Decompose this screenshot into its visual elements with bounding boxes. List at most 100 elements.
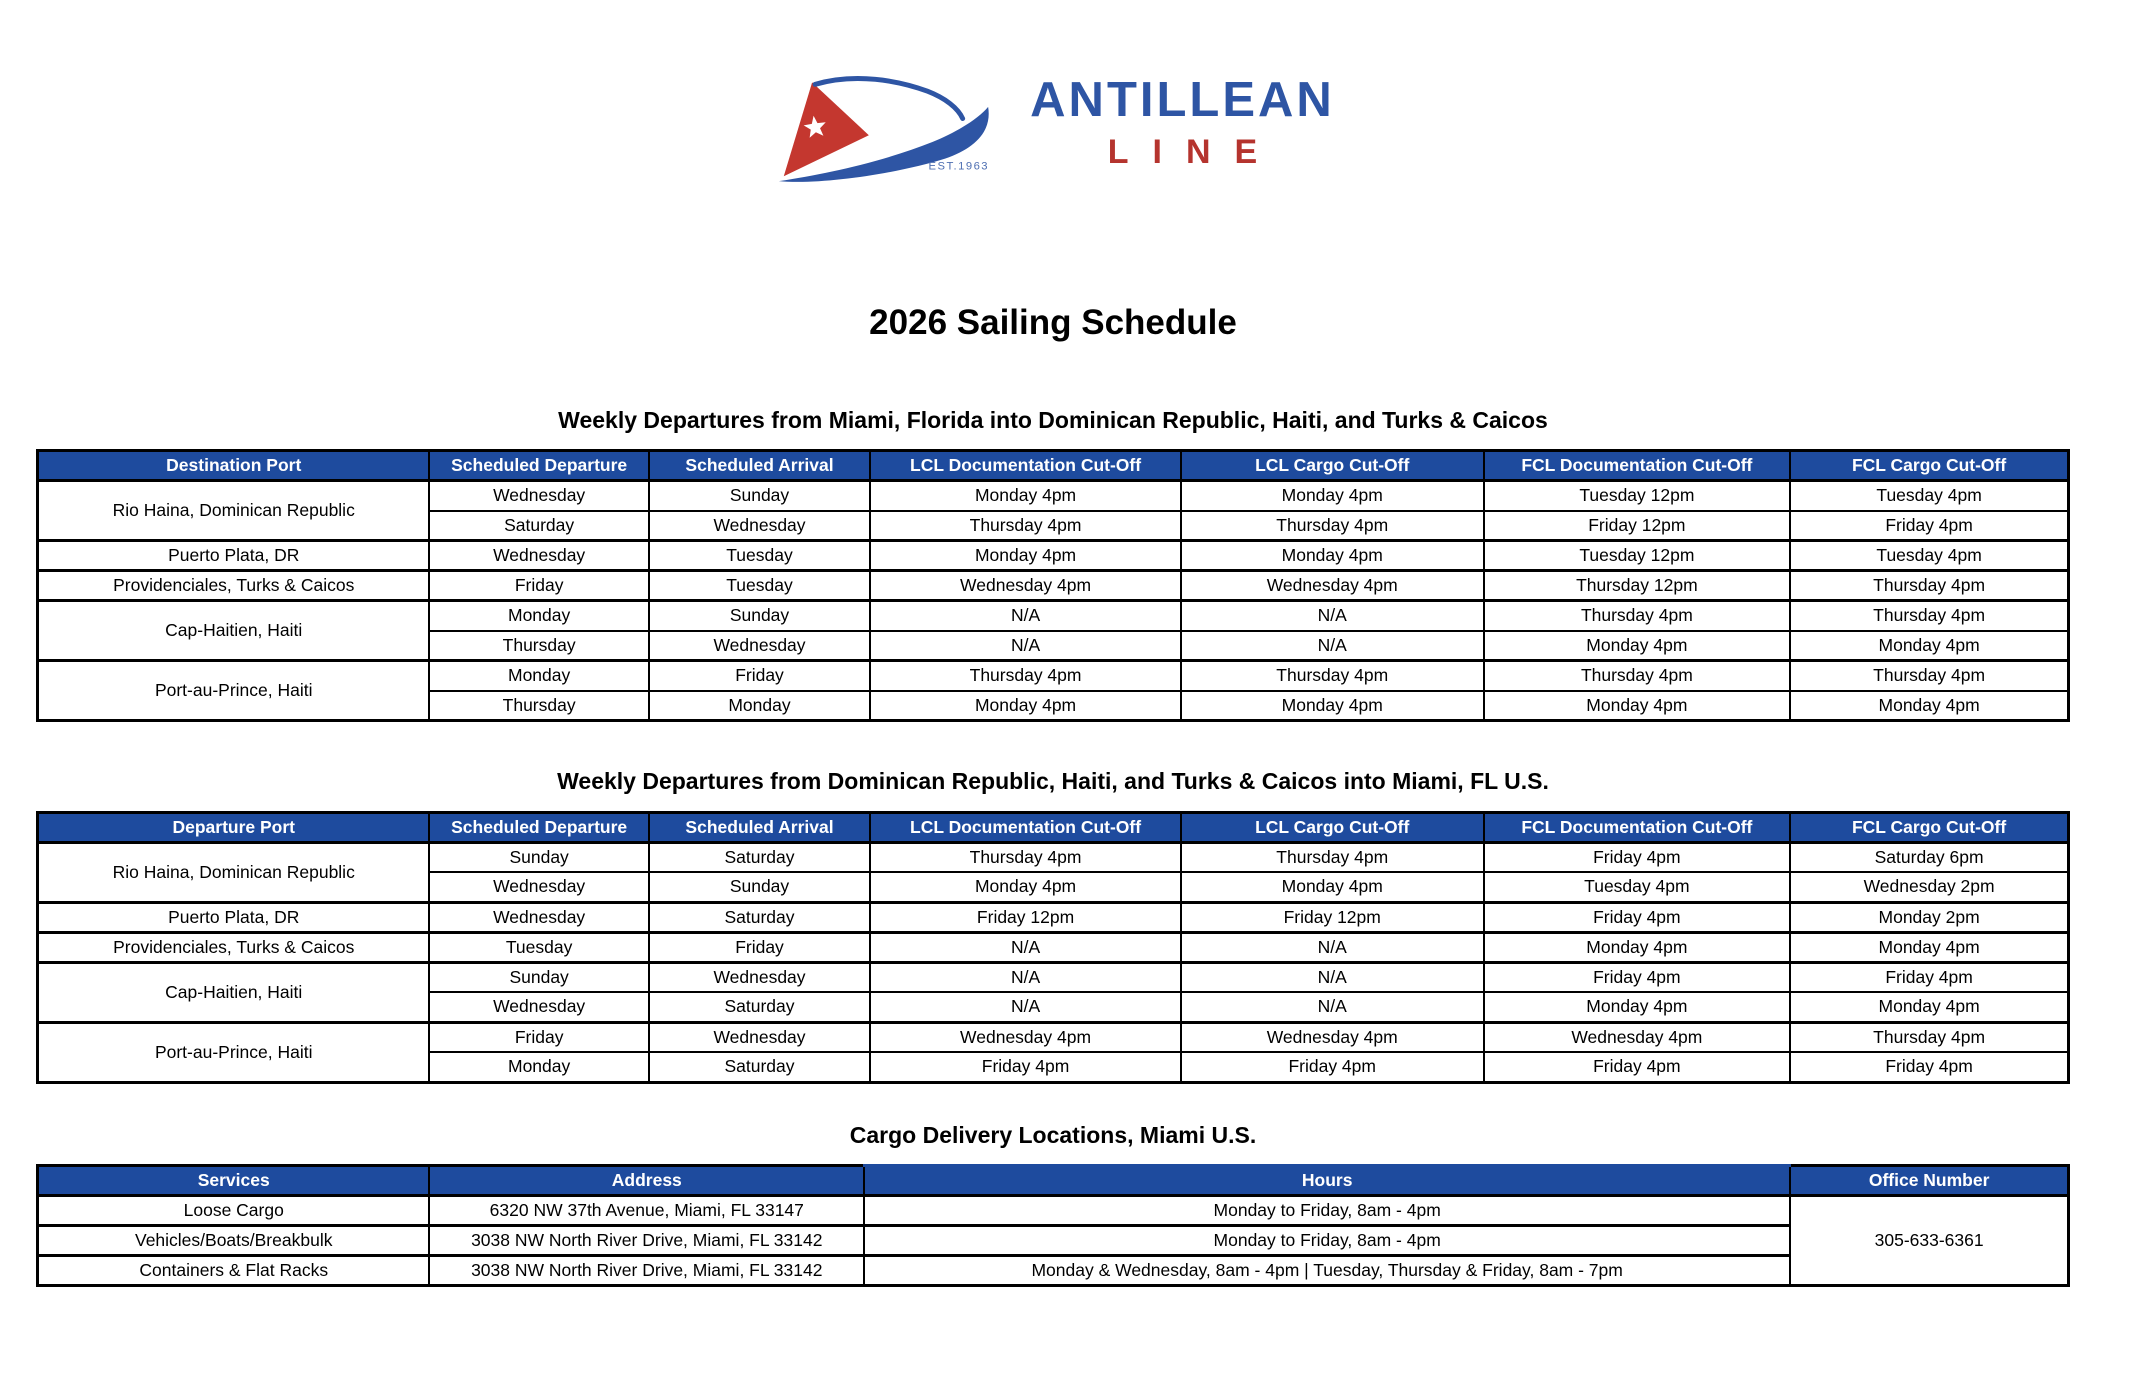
schedule-cell: Monday 4pm [1179,690,1485,722]
cargo-row: Loose Cargo 6320 NW 37th Avenue, Miami, F… [36,1194,2070,1287]
column-header: Office Number [1789,1164,2070,1198]
outbound-schedule-section: Weekly Departures from Miami, Florida in… [36,407,2070,723]
schedule-cell: Wednesday [428,539,650,572]
schedule-cell: Monday 2pm [1789,900,2070,934]
address-cell: 3038 NW North River Drive, Miami, FL 331… [428,1224,866,1257]
address-cell: 6320 NW 37th Avenue, Miami, FL 33147 [428,1194,866,1227]
schedule-cell: Saturday [647,900,872,934]
column-header: Hours [863,1164,1792,1198]
inbound-table-caption: Weekly Departures from Dominican Republi… [557,768,1549,795]
address-cell: 3038 NW North River Drive, Miami, FL 331… [428,1254,866,1287]
schedule-cell: Tuesday [428,930,650,964]
schedule-cell: Wednesday [428,871,650,904]
schedule-cell: Wednesday 4pm [1482,1020,1792,1054]
schedule-cell: Friday 4pm [1789,1051,2070,1084]
column-header: Scheduled Arrival [647,811,872,844]
schedule-cell: Monday [428,1051,650,1084]
schedule-cell: Wednesday [647,630,872,662]
port-cell: Puerto Plata, DR [36,900,431,934]
schedule-cell: Thursday 4pm [1179,840,1485,874]
schedule-cell: Thursday 4pm [1482,599,1792,632]
inbound-schedule-section: Weekly Departures from Dominican Republi… [36,768,2070,1084]
schedule-cell: Sunday [428,840,650,874]
schedule-row: Thursday Monday Monday 4pm Monday 4pm Monday… [38,690,2070,722]
schedule-cell: Tuesday [647,569,872,602]
schedule-cell: Thursday 4pm [1179,659,1485,692]
office-number-cell: 305-633-6361 [1789,1194,2070,1287]
schedule-cell: Wednesday 2pm [1789,871,2070,904]
column-header: Destination Port [36,449,431,483]
schedule-cell: Monday 4pm [1789,930,2070,964]
schedule-cell: Monday 4pm [869,871,1182,904]
schedule-cell: Monday 4pm [1179,871,1485,904]
schedule-row: Rio Haina, Dominican Republic Sunday Satur… [36,840,2070,904]
column-header: FCL Cargo Cut-Off [1789,811,2070,844]
schedule-row: Puerto Plata, DR Wednesday Saturday Friday … [36,900,2070,934]
service-cell: Vehicles/Boats/Breakbulk [36,1224,431,1257]
schedule-cell: Saturday [647,1051,872,1084]
port-cell: Rio Haina, Dominican Republic [36,840,431,904]
port-cell: Providenciales, Turks & Caicos [36,930,431,964]
brand-wordmark: ANTILLEAN LINE [1030,72,1335,169]
schedule-cell: Thursday 4pm [1789,569,2070,602]
schedule-cell: N/A [1179,930,1485,964]
schedule-cell: Monday 4pm [869,690,1182,722]
column-header: Departure Port [36,811,431,844]
cargo-row: Containers & Flat Racks 3038 NW North Riv… [36,1254,2069,1287]
outbound-schedule-table: Destination Port Scheduled Departure Sched… [36,449,2070,723]
brand-logo: EST.1963 ANTILLEAN LINE [36,52,2070,192]
flag-top-curve [812,76,966,122]
hours-cell: Monday to Friday, 8am - 4pm [863,1224,1792,1257]
schedule-cell: N/A [869,960,1182,994]
schedule-cell: Tuesday 12pm [1482,479,1792,512]
schedule-cell: Friday 4pm [1482,1051,1792,1084]
schedule-cell: Friday 4pm [1482,840,1792,874]
port-cell: Port-au-Prince, Haiti [36,1020,431,1084]
schedule-cell: Friday [428,569,650,602]
schedule-row: Wednesday Sunday Monday 4pm Monday 4pm Tuesd… [38,871,2070,904]
hours-cell: Monday to Friday, 8am - 4pm [863,1194,1792,1227]
schedule-cell: Friday 4pm [1789,960,2070,994]
schedule-cell: Tuesday 4pm [1789,539,2070,572]
cargo-row: Vehicles/Boats/Breakbulk 3038 NW North Ri… [36,1224,2069,1257]
schedule-cell: Wednesday [647,960,872,994]
schedule-row: Port-au-Prince, Haiti Friday Wednesday Wedn… [36,1020,2070,1084]
schedule-cell: Thursday 4pm [1482,659,1792,692]
cargo-locations-table: Services Address Hours Office Number Loose C… [36,1164,2070,1288]
schedule-row: Cap-Haitien, Haiti Sunday Wednesday N/A N/A F… [36,960,2070,1024]
schedule-cell: Thursday 4pm [1789,1020,2070,1054]
page-title: 2026 Sailing Schedule [869,303,1237,342]
schedule-cell: Tuesday 12pm [1482,539,1792,572]
schedule-cell: Friday 4pm [869,1051,1182,1084]
schedule-cell: N/A [1179,599,1485,632]
schedule-cell: N/A [869,991,1182,1024]
schedule-cell: Sunday [647,871,872,904]
schedule-cell: Sunday [428,960,650,994]
schedule-cell: Monday 4pm [1179,539,1485,572]
schedule-cell: Sunday [647,599,872,632]
schedule-cell: Wednesday 4pm [1179,1020,1485,1054]
service-cell: Containers & Flat Racks [36,1254,431,1287]
established-text: EST.1963 [929,160,989,172]
schedule-row: Wednesday Saturday N/A N/A Monday 4pm Monday … [38,991,2070,1024]
column-header: Scheduled Departure [428,449,650,483]
schedule-cell: Saturday [647,840,872,874]
flag-wave-shape [779,106,989,182]
brand-name: ANTILLEAN [1030,72,1335,127]
schedule-cell: Monday [428,659,650,692]
schedule-cell: Thursday 4pm [869,510,1182,542]
outbound-table-caption: Weekly Departures from Miami, Florida in… [558,406,1548,433]
schedule-cell: Monday 4pm [1789,630,2070,662]
schedule-row: Rio Haina, Dominican Republic Wednesday Su… [36,479,2070,542]
schedule-cell: N/A [1179,960,1485,994]
port-cell: Rio Haina, Dominican Republic [36,479,431,542]
schedule-cell: Thursday 4pm [1179,510,1485,542]
port-cell: Port-au-Prince, Haiti [36,659,431,722]
schedule-cell: Friday 12pm [869,900,1182,934]
schedule-cell: Friday 4pm [1482,900,1792,934]
schedule-cell: Friday [647,930,872,964]
hours-cell: Monday & Wednesday, 8am - 4pm | Tuesday,… [863,1254,1792,1287]
schedule-cell: Sunday [647,479,872,512]
schedule-cell: Monday 4pm [1482,930,1792,964]
schedule-cell: Monday 4pm [1482,690,1792,722]
